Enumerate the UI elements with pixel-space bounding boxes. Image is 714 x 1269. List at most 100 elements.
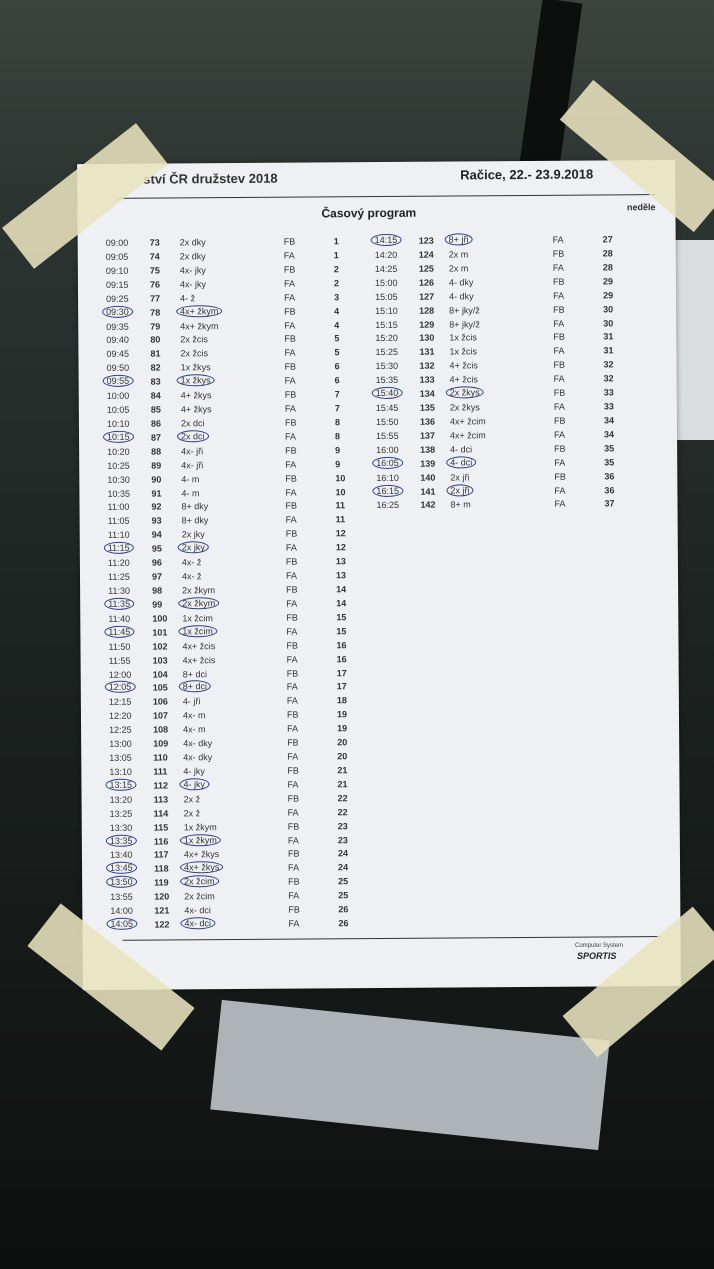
final-number-cell: 20 <box>337 737 348 748</box>
final-number-cell: 32 <box>603 359 614 370</box>
category-cell: 2x ž <box>183 794 201 805</box>
time-cell: 16:10 <box>376 472 399 483</box>
final-cell: FA <box>553 318 565 329</box>
category-cell: 4- jky <box>179 778 210 791</box>
category-cell: 4- m <box>181 473 200 485</box>
category-cell: 4- m <box>181 487 200 498</box>
header-divider <box>117 194 656 199</box>
final-number-cell: 26 <box>338 918 349 929</box>
category-cell: 2x jři <box>450 471 470 483</box>
race-number-cell: 129 <box>419 319 435 330</box>
time-cell: 14:00 <box>110 905 133 917</box>
time-cell: 14:20 <box>374 249 398 260</box>
final-cell: FB <box>286 709 299 720</box>
category-cell: 4- ž <box>180 292 196 304</box>
time-cell: 13:35 <box>105 834 137 847</box>
time-cell: 15:35 <box>375 375 399 386</box>
final-cell: FB <box>553 304 565 315</box>
category-cell: 1x žkym <box>179 833 221 846</box>
time-cell: 14:05 <box>106 917 138 930</box>
category-cell: 4+ žkys <box>180 390 212 401</box>
footer-divider <box>122 936 661 941</box>
final-cell: FB <box>285 528 298 539</box>
time-cell: 10:15 <box>102 430 134 443</box>
final-number-cell: 12 <box>335 542 346 553</box>
category-cell: 4x- dky <box>183 752 213 763</box>
final-cell: FB <box>553 332 565 343</box>
category-cell: 4x+ žcis <box>182 654 216 665</box>
final-cell: FB <box>284 389 297 400</box>
final-cell: FA <box>553 429 566 440</box>
race-number-cell: 75 <box>149 265 160 276</box>
category-cell: 2x jři <box>446 483 474 497</box>
race-number-cell: 101 <box>152 627 168 638</box>
final-cell: FB <box>284 417 297 428</box>
category-cell: 8+ dky <box>181 515 209 526</box>
category-cell: 8+ jři <box>444 233 473 246</box>
race-number-cell: 96 <box>151 557 162 568</box>
event-title: ství ČR družstev 2018 <box>143 170 278 187</box>
final-cell: FA <box>284 292 296 303</box>
final-cell: FB <box>553 387 566 398</box>
final-cell: FB <box>552 276 565 287</box>
category-cell: 4+ žcis <box>449 360 478 371</box>
final-number-cell: 10 <box>335 472 346 483</box>
footer-system: Computer System <box>574 943 625 949</box>
race-number-cell: 95 <box>151 543 162 554</box>
final-cell: FB <box>287 849 300 860</box>
final-number-cell: 27 <box>602 234 613 245</box>
final-number-cell: 2 <box>333 278 340 289</box>
final-number-cell: 11 <box>335 500 346 511</box>
category-cell: 8+ dky <box>181 501 209 512</box>
final-cell: FB <box>288 876 300 887</box>
category-cell: 4x- jři <box>181 459 204 471</box>
final-cell: FA <box>286 654 298 665</box>
category-cell: 8+ dci <box>178 680 212 693</box>
time-cell: 16:05 <box>372 456 403 469</box>
time-cell: 09:00 <box>105 237 129 248</box>
race-number-cell: 111 <box>153 766 168 777</box>
category-cell: 2x ž <box>183 807 201 819</box>
category-cell: 4x- jři <box>181 446 204 457</box>
race-number-cell: 125 <box>418 263 434 274</box>
final-number-cell: 29 <box>602 276 614 287</box>
sportis-logo: SPORTIS <box>576 951 618 961</box>
final-cell: FA <box>286 682 298 693</box>
time-cell: 15:40 <box>371 386 403 400</box>
final-cell: FA <box>553 373 565 384</box>
race-number-cell: 73 <box>149 237 160 248</box>
final-number-cell: 19 <box>336 709 348 720</box>
time-cell: 15:20 <box>375 333 398 344</box>
category-cell: 4x+ žcis <box>182 640 216 652</box>
final-number-cell: 17 <box>336 667 347 678</box>
race-number-cell: 135 <box>419 402 435 413</box>
time-cell: 09:50 <box>106 363 130 374</box>
final-number-cell: 21 <box>337 765 348 776</box>
final-number-cell: 28 <box>602 248 613 259</box>
category-cell: 2x žkym <box>178 597 220 610</box>
time-cell: 11:35 <box>104 597 135 610</box>
final-cell: FA <box>284 431 297 442</box>
category-cell: 4x- m <box>183 724 206 735</box>
race-number-cell: 122 <box>154 919 170 930</box>
final-cell: FB <box>287 821 300 832</box>
final-number-cell: 35 <box>604 457 615 468</box>
category-cell: 4- dci <box>446 456 477 469</box>
final-number-cell: 16 <box>336 653 347 664</box>
final-cell: FA <box>283 250 295 261</box>
time-cell: 13:50 <box>106 876 137 889</box>
time-cell: 14:25 <box>374 263 398 274</box>
final-cell: FA <box>284 403 296 414</box>
category-cell: 2x žkym <box>182 585 216 596</box>
final-cell: FB <box>287 765 299 776</box>
final-cell: FB <box>287 737 299 748</box>
final-number-cell: 21 <box>337 779 348 790</box>
final-cell: FA <box>288 862 300 874</box>
final-cell: FB <box>554 471 566 482</box>
final-number-cell: 4 <box>334 319 340 330</box>
race-number-cell: 113 <box>153 794 169 805</box>
race-number-cell: 77 <box>150 293 161 304</box>
time-cell: 15:25 <box>375 347 399 358</box>
final-number-cell: 7 <box>334 403 340 414</box>
time-cell: 11:05 <box>107 516 130 527</box>
